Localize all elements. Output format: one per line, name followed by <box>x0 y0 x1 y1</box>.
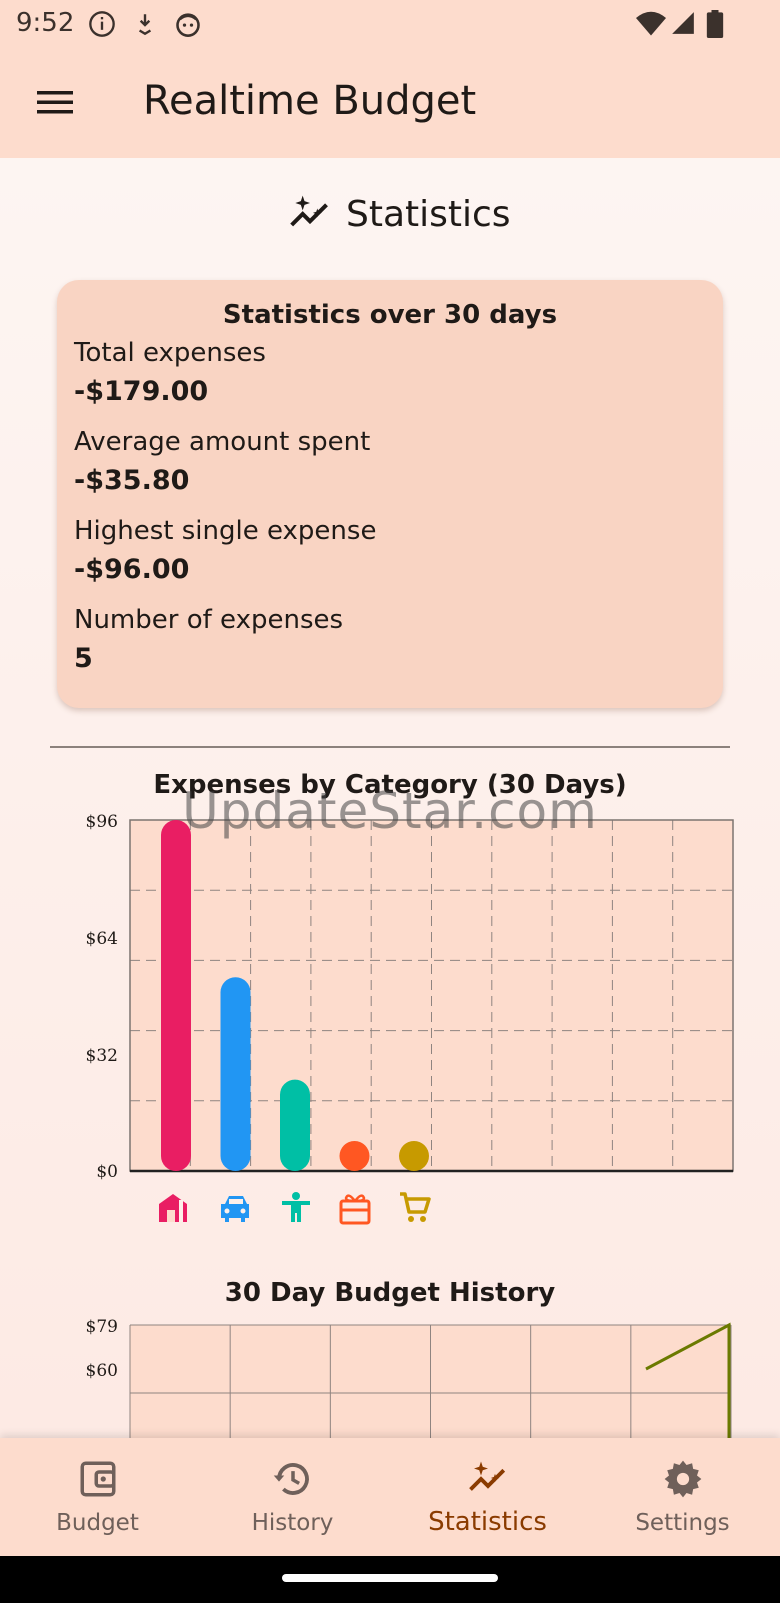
wallet-icon <box>80 1461 116 1497</box>
person-icon[interactable] <box>282 1192 310 1222</box>
summary-card-title: Statistics over 30 days <box>222 300 558 330</box>
nav-item-budget[interactable]: Budget <box>0 1438 195 1556</box>
statistics-icon <box>290 195 328 227</box>
home-gesture-handle[interactable] <box>282 1574 498 1582</box>
home-icon[interactable] <box>159 1194 187 1222</box>
bar[interactable] <box>399 1141 429 1171</box>
app-title: Realtime Budget <box>143 78 477 124</box>
stat-label-average: Average amount spent <box>74 427 371 457</box>
nav-label-statistics: Statistics <box>428 1507 547 1537</box>
bar[interactable] <box>220 977 251 1171</box>
history-icon <box>273 1463 309 1495</box>
download-icon <box>138 14 152 36</box>
nav-item-settings[interactable]: Settings <box>585 1438 780 1556</box>
gear-icon <box>664 1460 702 1498</box>
bar-series <box>161 820 429 1171</box>
signal-icon <box>672 12 694 34</box>
y-tick-label: $64 <box>86 929 118 949</box>
budget-history-line-chart: $79 $60 <box>86 1317 732 1438</box>
car-icon[interactable] <box>221 1196 249 1222</box>
page-heading-label: Statistics <box>346 193 511 235</box>
page-heading: Statistics <box>0 192 780 242</box>
y-tick-label: $79 <box>86 1317 118 1337</box>
history-chart-title: 30 Day Budget History <box>224 1278 556 1308</box>
wifi-icon <box>636 11 666 36</box>
category-chart-title: Expenses by Category (30 Days) <box>153 770 627 800</box>
stat-label-highest: Highest single expense <box>74 516 377 546</box>
y-tick-label: $96 <box>86 812 118 832</box>
line-series <box>645 1322 731 1438</box>
nav-item-statistics[interactable]: Statistics <box>390 1438 585 1556</box>
nav-label-history: History <box>251 1510 334 1536</box>
menu-button[interactable] <box>26 78 82 126</box>
stat-label-count: Number of expenses <box>74 605 344 635</box>
battery-icon <box>706 10 724 38</box>
bar[interactable] <box>339 1141 370 1171</box>
bottom-navigation <box>0 1438 780 1556</box>
cart-icon[interactable] <box>400 1192 431 1222</box>
gift-icon[interactable] <box>339 1194 371 1225</box>
statistics-icon <box>469 1461 506 1491</box>
bar[interactable] <box>161 820 191 1171</box>
line-chart-grid <box>129 1324 732 1438</box>
category-bar-chart: $96 $64 $32 $0 <box>86 812 734 1225</box>
nav-item-history[interactable]: History <box>195 1438 390 1556</box>
bar[interactable] <box>280 1079 310 1171</box>
stat-value-count: 5 <box>74 643 93 674</box>
budget-line <box>645 1322 731 1438</box>
face-icon <box>176 13 200 37</box>
stat-value-highest: -$96.00 <box>74 554 190 585</box>
stat-label-total: Total expenses <box>74 338 266 368</box>
info-icon <box>89 11 115 37</box>
stat-value-total: -$179.00 <box>74 376 209 407</box>
y-tick-label: $60 <box>86 1361 118 1381</box>
summary-card: Statistics over 30 days Total expenses -… <box>57 280 723 708</box>
nav-label-budget: Budget <box>56 1510 139 1536</box>
y-tick-label: $32 <box>86 1046 118 1066</box>
hamburger-icon <box>37 91 73 114</box>
nav-label-settings: Settings <box>635 1510 730 1536</box>
app-bar <box>0 50 780 158</box>
stat-value-average: -$35.80 <box>74 465 190 496</box>
y-tick-label: $0 <box>96 1162 118 1182</box>
divider <box>50 746 730 748</box>
status-time: 9:52 <box>16 8 75 38</box>
